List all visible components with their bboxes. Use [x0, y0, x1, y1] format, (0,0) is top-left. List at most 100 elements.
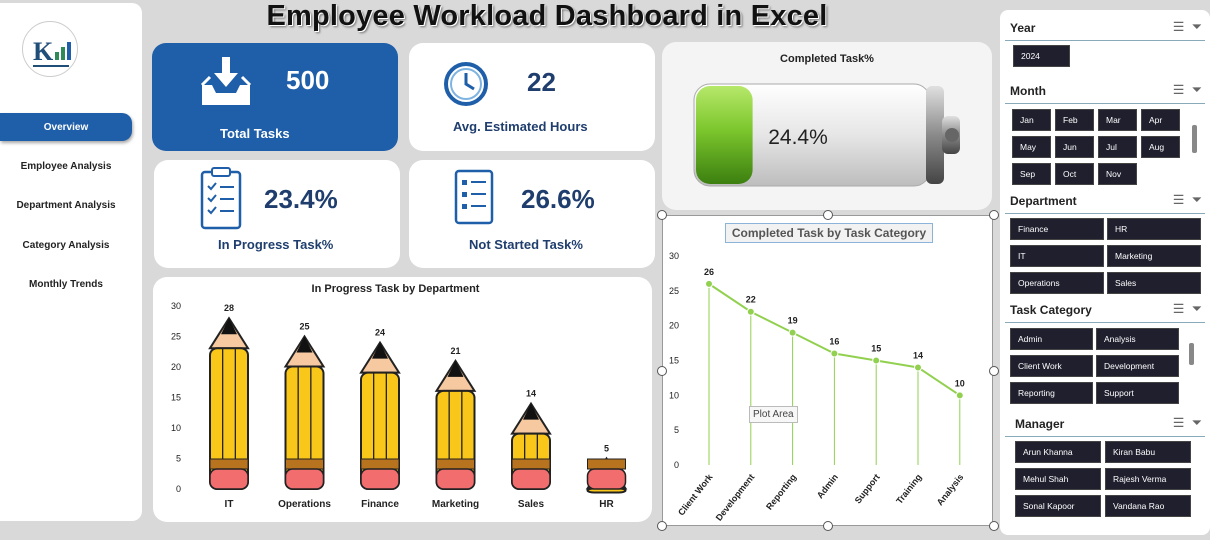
slicer-dept-it[interactable]: IT	[1010, 245, 1104, 267]
slicer-month-nov[interactable]: Nov	[1098, 163, 1137, 185]
slicer-month-mar[interactable]: Mar	[1098, 109, 1137, 131]
slicer-department-header: Department	[1010, 194, 1077, 208]
kpi-total-tasks-card: 500 Total Tasks	[152, 43, 398, 151]
bar-chart-plot: 0 5 10 15 20 25 30 28 IT 25 Operations 24 Finance 21 M…	[171, 301, 628, 510]
kpi-in-progress-label: In Progress Task%	[218, 237, 334, 252]
pencil-lead-tip	[221, 318, 237, 335]
data-label: 25	[299, 322, 309, 332]
document-list-icon	[454, 169, 494, 225]
nav-monthly-trends[interactable]: Monthly Trends	[29, 278, 103, 290]
slicer-department-controls[interactable]: ☰ ⏷	[1173, 192, 1202, 208]
pencil-band	[209, 458, 249, 470]
resize-handle-br[interactable]	[989, 521, 999, 531]
slicer-category-scrollbar[interactable]	[1189, 343, 1194, 365]
clear-filter-icon[interactable]: ⏷	[1191, 301, 1202, 316]
battery-gauge: 24.4%	[693, 83, 960, 187]
slicer-cat-reporting[interactable]: Reporting	[1010, 382, 1093, 404]
resize-handle-right[interactable]	[989, 366, 999, 376]
slicer-dept-sales[interactable]: Sales	[1107, 272, 1201, 294]
slicer-dept-hr[interactable]: HR	[1107, 218, 1201, 240]
pencil-bar	[510, 401, 552, 491]
slicer-month-jul[interactable]: Jul	[1098, 136, 1137, 158]
slicer-month-feb[interactable]: Feb	[1055, 109, 1094, 131]
pencil-lead-tip	[296, 336, 313, 353]
slicer-manager-controls[interactable]: ☰ ⏷	[1173, 415, 1202, 431]
pencil-lead-tip	[523, 403, 539, 420]
slicer-mgr-arun-khanna[interactable]: Arun Khanna	[1015, 441, 1101, 463]
slicer-cat-admin[interactable]: Admin	[1010, 328, 1093, 350]
slicer-mgr-mehul-shah[interactable]: Mehul Shah	[1015, 468, 1101, 490]
slicer-month-oct[interactable]: Oct	[1055, 163, 1094, 185]
slicer-month-aug[interactable]: Aug	[1141, 136, 1180, 158]
divider	[1005, 103, 1205, 104]
divider	[1005, 40, 1205, 41]
kpi-avg-hours-label: Avg. Estimated Hours	[453, 119, 588, 134]
line-chart-title-box[interactable]: Completed Task by Task Category	[725, 223, 933, 243]
slicer-month-controls[interactable]: ☰ ⏷	[1173, 82, 1202, 98]
multi-select-icon[interactable]: ☰	[1172, 19, 1185, 34]
slicer-month-jun[interactable]: Jun	[1055, 136, 1094, 158]
slicer-month-jan[interactable]: Jan	[1012, 109, 1051, 131]
slicer-year-controls[interactable]: ☰ ⏷	[1173, 19, 1202, 35]
slicer-month-may[interactable]: May	[1012, 136, 1051, 158]
battery-fill-level	[696, 86, 753, 184]
resize-handle-bottom[interactable]	[823, 521, 833, 531]
x-category-label: Marketing	[432, 499, 479, 510]
slicer-mgr-sonal-kapoor[interactable]: Sonal Kapoor	[1015, 495, 1101, 517]
y-tick-label: 15	[669, 356, 679, 366]
pencil-band	[587, 458, 626, 470]
slicer-dept-marketing[interactable]: Marketing	[1107, 245, 1201, 267]
resize-handle-tr[interactable]	[989, 210, 999, 220]
slicer-year-2024[interactable]: 2024	[1013, 45, 1070, 67]
nav-category-analysis[interactable]: Category Analysis	[22, 239, 110, 251]
slicer-mgr-kiran-babu[interactable]: Kiran Babu	[1105, 441, 1191, 463]
y-tick-label: 10	[171, 423, 181, 433]
slicer-category-controls[interactable]: ☰ ⏷	[1173, 301, 1202, 317]
slicer-cat-analysis[interactable]: Analysis	[1096, 328, 1179, 350]
slicer-mgr-vandana-rao[interactable]: Vandana Rao	[1105, 495, 1191, 517]
y-tick-label: 25	[669, 286, 679, 296]
data-point	[788, 328, 797, 337]
slicer-month-apr[interactable]: Apr	[1141, 109, 1180, 131]
x-category-label: Finance	[361, 499, 399, 510]
pencil-band	[511, 458, 551, 470]
slicer-month-scrollbar[interactable]	[1192, 125, 1197, 153]
clear-filter-icon[interactable]: ⏷	[1191, 82, 1202, 97]
pencil-eraser	[284, 468, 325, 490]
multi-select-icon[interactable]: ☰	[1172, 82, 1185, 97]
svg-text:K: K	[33, 37, 54, 66]
slicer-cat-support[interactable]: Support	[1096, 382, 1179, 404]
multi-select-icon[interactable]: ☰	[1172, 415, 1185, 430]
slicer-month-sep[interactable]: Sep	[1012, 163, 1051, 185]
completed-by-category-chart[interactable]: Completed Task by Task Category 0 5 10 15 20…	[662, 215, 993, 526]
nav-overview[interactable]: Overview	[0, 113, 132, 141]
multi-select-icon[interactable]: ☰	[1172, 192, 1185, 207]
clear-filter-icon[interactable]: ⏷	[1191, 19, 1202, 34]
clear-filter-icon[interactable]: ⏷	[1191, 415, 1202, 430]
nav-department-analysis[interactable]: Department Analysis	[16, 199, 116, 211]
resize-handle-left[interactable]	[657, 366, 667, 376]
nav-employee-analysis[interactable]: Employee Analysis	[20, 160, 112, 172]
clear-filter-icon[interactable]: ⏷	[1191, 192, 1202, 207]
slicer-cat-client-work[interactable]: Client Work	[1010, 355, 1093, 377]
multi-select-icon[interactable]: ☰	[1172, 301, 1185, 316]
slicer-cat-development[interactable]: Development	[1096, 355, 1179, 377]
slicer-category-header: Task Category	[1010, 303, 1092, 317]
resize-handle-bl[interactable]	[657, 521, 667, 531]
data-label: 14	[913, 350, 923, 360]
data-point	[914, 363, 922, 372]
slicer-dept-operations[interactable]: Operations	[1010, 272, 1104, 294]
pencil-bar	[585, 456, 628, 494]
slicer-dept-finance[interactable]: Finance	[1010, 218, 1104, 240]
kpi-total-tasks-label: Total Tasks	[220, 126, 290, 141]
battery-title: Completed Task%	[780, 53, 874, 65]
kpi-avg-hours-value: 22	[527, 67, 556, 97]
data-point	[830, 349, 839, 358]
resize-handle-tl[interactable]	[657, 210, 667, 220]
slicer-mgr-rajesh-verma[interactable]: Rajesh Verma	[1105, 468, 1191, 490]
kpi-avg-hours-card: 22 Avg. Estimated Hours	[409, 43, 655, 151]
resize-handle-top[interactable]	[823, 210, 833, 220]
data-label: 14	[526, 389, 536, 399]
slicer-year-header: Year	[1010, 21, 1036, 35]
data-label: 15	[871, 344, 881, 354]
